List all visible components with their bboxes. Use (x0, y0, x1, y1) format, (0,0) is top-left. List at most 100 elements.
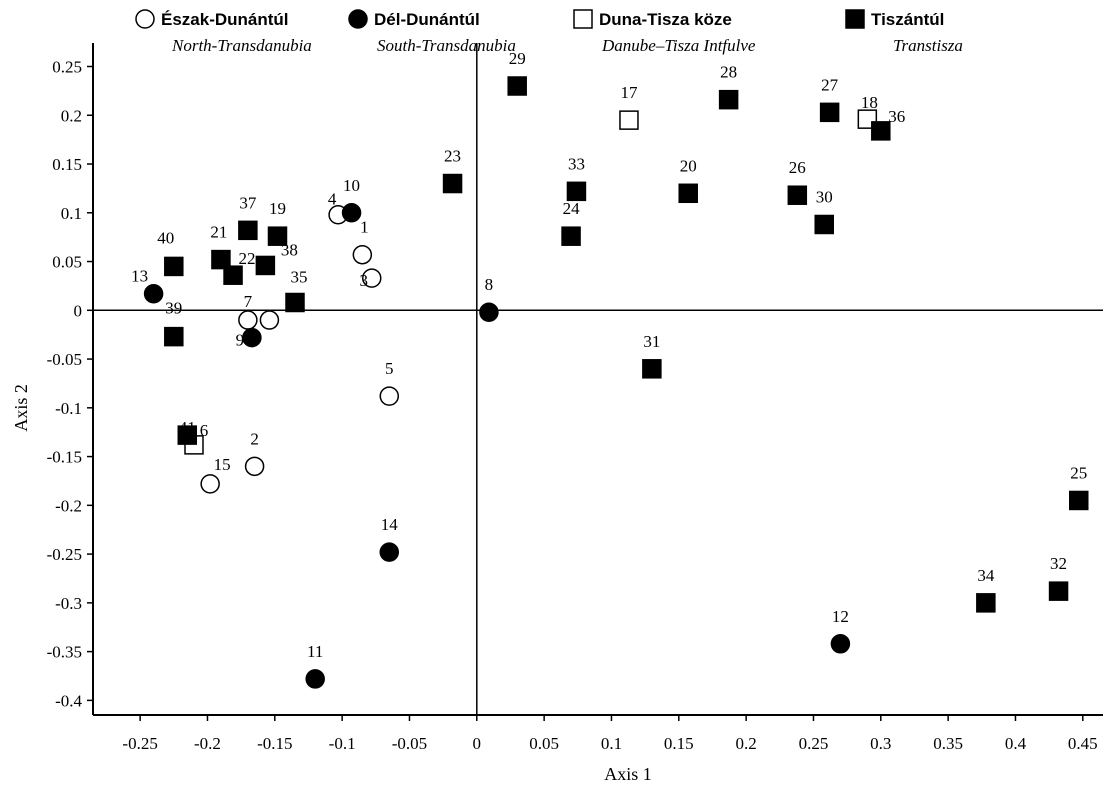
point-label: 36 (888, 107, 905, 126)
x-tick-label: -0.15 (257, 734, 292, 753)
point-label: 27 (821, 75, 839, 94)
point-label: 33 (568, 154, 585, 173)
legend-label: Duna-Tisza köze (599, 10, 732, 29)
x-axis-title: Axis 1 (604, 764, 652, 784)
data-point (362, 268, 382, 288)
data-point (242, 327, 262, 348)
data-point (259, 310, 280, 330)
axes: 0.250.20.150.10.050-0.05-0.1-0.15-0.2-0.… (11, 43, 1103, 784)
x-tick-label: -0.25 (122, 734, 157, 753)
y-tick-label: -0.2 (55, 496, 82, 515)
point-label: 35 (291, 267, 308, 286)
x-tick-label: 0.2 (736, 734, 757, 753)
point-label: 30 (816, 187, 833, 206)
x-tick-label: 0.25 (799, 734, 829, 753)
point-label: 19 (269, 199, 286, 218)
data-point (379, 386, 400, 406)
point-label: 4 (328, 190, 337, 209)
y-tick-label: -0.35 (47, 643, 82, 662)
data-point (267, 226, 288, 246)
point-label: 17 (620, 83, 638, 102)
data-point (814, 214, 834, 235)
y-tick-label: -0.3 (55, 594, 82, 613)
point-label: 41 (179, 418, 196, 437)
data-point (285, 292, 305, 313)
data-point (718, 89, 739, 110)
point-label: 28 (720, 63, 737, 82)
point-label: 31 (643, 332, 660, 351)
point-label: 29 (509, 49, 526, 68)
point-label: 6 (200, 421, 209, 440)
point-label: 6 (287, 292, 296, 311)
y-tick-label: 0.1 (61, 204, 82, 223)
legend-label: Észak-Dunántúl (161, 10, 289, 29)
legend-label: Tiszántúl (871, 10, 944, 29)
data-point (255, 255, 276, 276)
data-point (200, 474, 220, 494)
data-point (642, 359, 662, 379)
point-label: 38 (281, 240, 298, 259)
data-point (479, 302, 499, 322)
y-tick-label: 0.05 (52, 253, 82, 272)
x-tick-label: 0.45 (1068, 734, 1098, 753)
data-point (238, 220, 258, 241)
data-point (379, 542, 400, 562)
y-tick-label: 0 (74, 301, 83, 320)
point-label: 15 (214, 455, 231, 474)
point-label: 7 (244, 292, 253, 311)
point-label: 8 (485, 275, 494, 294)
legend-marker (573, 9, 593, 29)
point-label: 39 (165, 299, 182, 318)
data-point (341, 203, 362, 223)
point-label: 32 (1050, 554, 1067, 573)
point-label: 14 (381, 515, 399, 534)
y-tick-label: -0.25 (47, 545, 82, 564)
point-labels: 1234567158910111213146171819202122232425… (131, 49, 1087, 661)
data-point (352, 244, 373, 265)
data-point (143, 283, 164, 304)
y-axis-title: Axis 2 (11, 384, 31, 432)
legend-sublabel: Danube–Tisza Intfulve (601, 36, 756, 55)
y-tick-label: -0.4 (55, 691, 82, 710)
data-point (830, 634, 851, 654)
x-tick-label: 0.1 (601, 734, 622, 753)
x-tick-label: 0.4 (1005, 734, 1027, 753)
data-point (566, 181, 587, 202)
data-point (787, 185, 808, 205)
data-point (976, 593, 996, 613)
legend-sublabel: North-Transdanubia (171, 36, 312, 55)
data-point (305, 669, 325, 689)
point-label: 37 (239, 193, 257, 212)
y-tick-label: 0.2 (61, 106, 82, 125)
point-label: 5 (385, 359, 394, 378)
data-point (871, 121, 891, 141)
data-points (143, 76, 1089, 689)
data-point (238, 310, 258, 330)
point-label: 3 (360, 271, 369, 290)
y-tick-label: -0.15 (47, 448, 82, 467)
point-label: 34 (977, 566, 995, 585)
x-tick-label: 0.05 (529, 734, 559, 753)
point-label: 23 (444, 147, 461, 166)
point-label: 13 (131, 267, 148, 286)
data-point (619, 110, 639, 130)
point-label: 22 (239, 249, 256, 268)
point-label: 11 (307, 642, 323, 661)
legend-sublabel: South-Transdanubia (377, 36, 516, 55)
x-tick-label: -0.1 (329, 734, 356, 753)
y-tick-label: -0.05 (47, 350, 82, 369)
point-label: 40 (157, 228, 174, 247)
data-point (1048, 581, 1069, 601)
data-point (1069, 490, 1089, 511)
data-point (223, 265, 243, 285)
x-tick-label: -0.05 (392, 734, 427, 753)
legend-marker (348, 9, 368, 29)
data-point (561, 226, 581, 246)
legend-marker (845, 9, 865, 29)
x-tick-label: 0.35 (933, 734, 963, 753)
data-point (177, 425, 198, 445)
x-tick-label: 0.15 (664, 734, 694, 753)
y-tick-label: 0.15 (52, 155, 82, 174)
point-label: 10 (343, 176, 360, 195)
